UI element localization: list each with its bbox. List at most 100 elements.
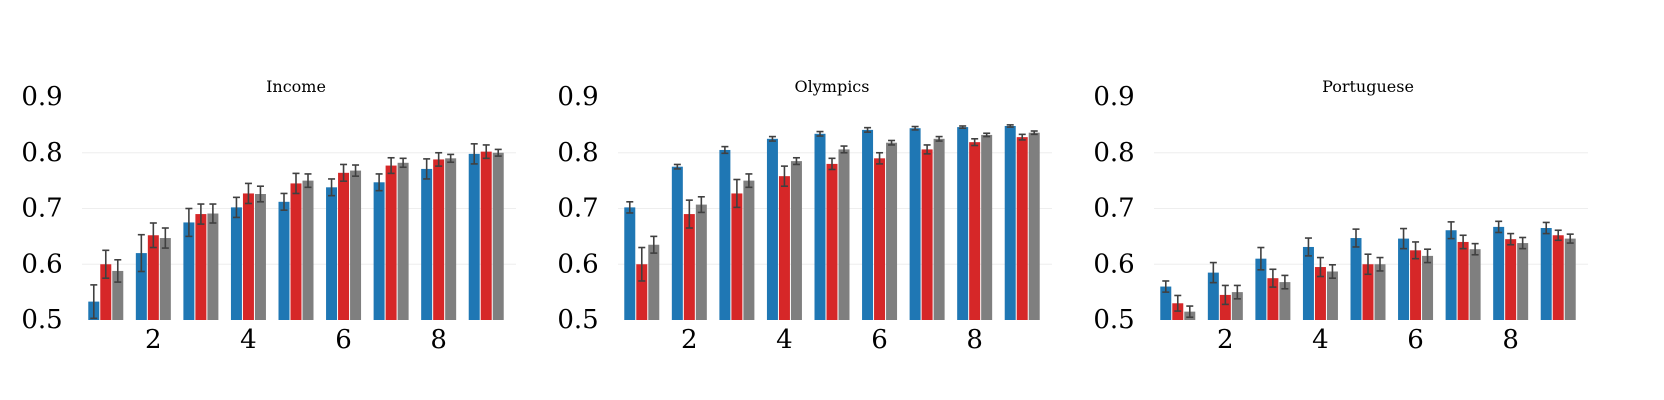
bar [290,183,302,320]
bar [957,127,969,320]
bar [814,133,826,320]
bar [480,151,492,320]
bar [1457,241,1469,320]
bar [1422,255,1434,320]
bar [921,149,933,320]
bar [278,201,290,320]
y-tick-label: 0.5 [21,305,62,335]
bar [671,166,683,320]
bar [1267,278,1279,320]
bar [1398,238,1410,320]
bar [1374,264,1386,320]
bar [981,134,993,320]
y-tick-label: 0.9 [21,82,62,112]
chart-panel-1: 0.5 0.6 0.7 0.8 0.9 2 4 6 8 Income [21,77,516,355]
y-tick-label: 0.9 [557,82,598,112]
x-tick-label: 2 [681,325,698,355]
bar [1016,137,1028,320]
y-tick-label: 0.7 [557,194,598,224]
y-tick-label: 0.6 [557,249,598,279]
x-tick-label: 6 [335,325,352,355]
bar [195,214,207,320]
chart-title: Portuguese [1322,77,1414,96]
x-tick-label: 2 [1217,325,1234,355]
bar [1160,286,1172,320]
bar [624,207,636,320]
bar [790,161,802,320]
bar [445,158,457,320]
bar [778,176,790,320]
bar [969,142,981,320]
bar [1207,272,1219,320]
bar [373,182,385,320]
bar [1505,239,1517,320]
bar [683,214,695,320]
x-tick-label: 8 [430,325,447,355]
bar [1279,282,1291,320]
x-tick-label: 8 [966,325,983,355]
bar [886,142,898,320]
bar [468,153,480,320]
bar [492,152,504,320]
bar [397,162,409,320]
x-tick-label: 6 [1407,325,1424,355]
chart-title: Olympics [795,77,870,96]
bar [1255,258,1267,320]
bar [1219,294,1231,320]
bar [421,168,433,320]
bar [1564,238,1576,320]
bar [1517,243,1529,320]
bar [743,180,755,320]
chart-panel-3: 0.5 0.6 0.7 0.8 0.9 2 4 6 8 Portuguese [1093,77,1588,355]
y-tick-label: 0.6 [1093,249,1134,279]
bar [636,264,648,320]
x-tick-label: 2 [145,325,162,355]
chart-title: Income [266,77,326,96]
bar [230,207,242,320]
bar [1469,249,1481,320]
bar [1326,271,1338,320]
x-tick-label: 8 [1502,325,1519,355]
y-tick-label: 0.8 [557,138,598,168]
x-tick-label: 4 [240,325,257,355]
bar [1350,238,1362,320]
bar [1028,132,1040,320]
bar [385,165,397,320]
bar [100,264,112,320]
bar [350,170,362,320]
bar [1302,246,1314,320]
y-tick-label: 0.8 [21,138,62,168]
y-tick-label: 0.6 [21,249,62,279]
bar [135,253,147,320]
bar [302,180,314,320]
bar [719,149,731,320]
bar [1362,264,1374,320]
bar [909,128,921,320]
bar [766,138,778,320]
bar [838,149,850,320]
bar [147,235,159,320]
bar [159,238,171,320]
y-tick-label: 0.7 [21,194,62,224]
bar [1004,125,1016,321]
bar [826,163,838,320]
bar [1540,228,1552,320]
bar [862,129,874,320]
y-tick-label: 0.8 [1093,138,1134,168]
bar [933,138,945,320]
x-tick-label: 6 [871,325,888,355]
bar [433,159,445,320]
bar [1493,226,1505,320]
x-tick-label: 4 [1312,325,1329,355]
bar [254,194,266,320]
y-tick-label: 0.5 [1093,305,1134,335]
bar [207,213,219,320]
bar [695,204,707,320]
y-tick-label: 0.7 [1093,194,1134,224]
chart-panel-2: 0.5 0.6 0.7 0.8 0.9 2 4 6 8 Olympics [557,77,1052,355]
bar [326,187,338,320]
bar [731,193,743,320]
bar [648,244,660,320]
bar [874,158,886,320]
